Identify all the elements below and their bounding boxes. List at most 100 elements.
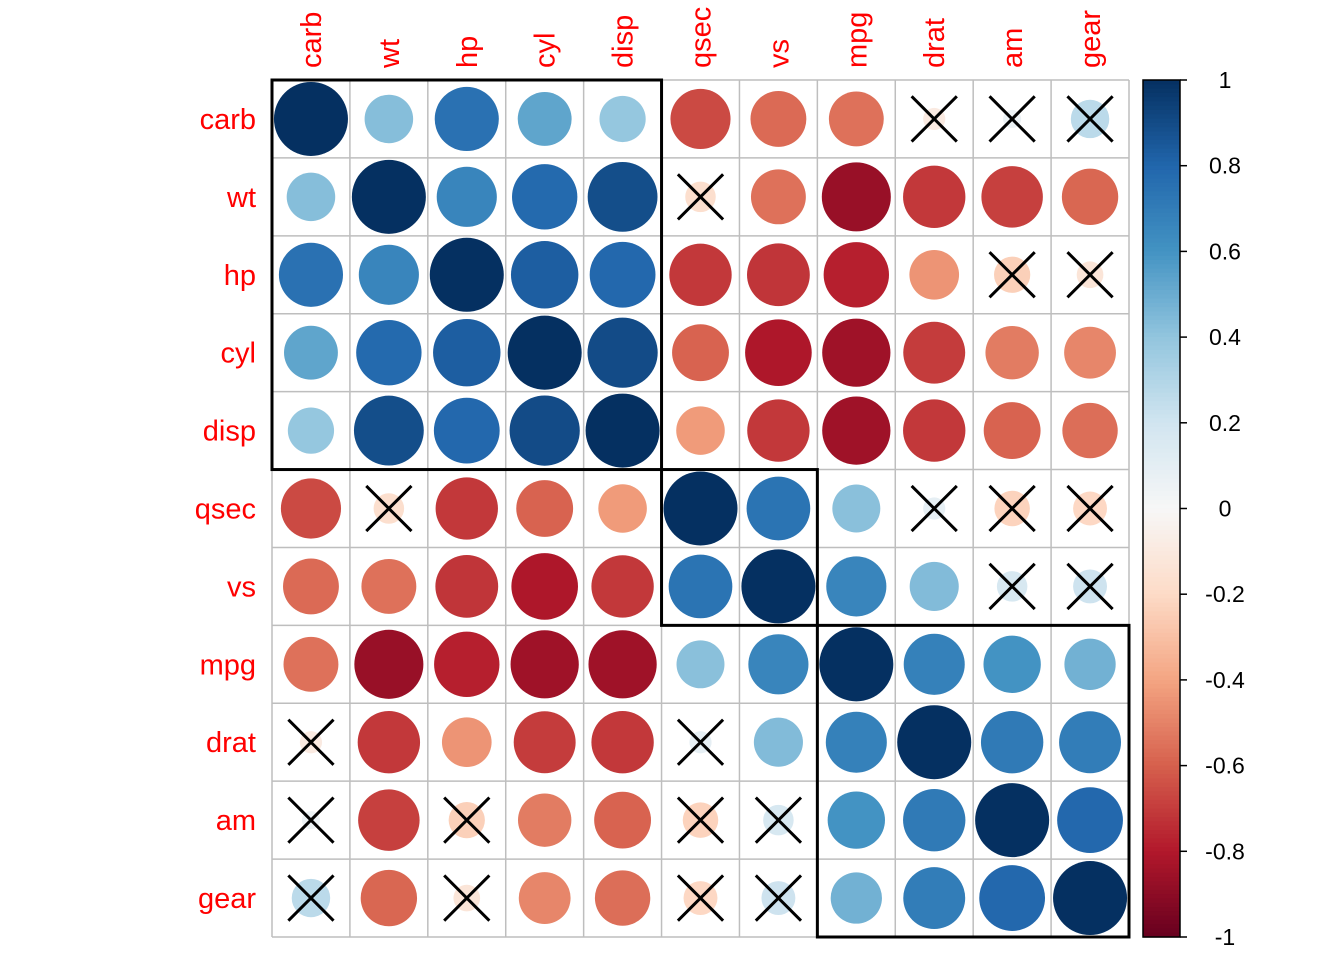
colorbar-tick-label: 0.2	[1209, 410, 1241, 436]
colorbar-segment	[1143, 851, 1180, 857]
corr-circle-drat-mpg	[825, 711, 887, 773]
colorbar-segment	[1143, 568, 1180, 574]
colorbar-segment	[1143, 607, 1180, 612]
corr-circle-disp-hp	[433, 397, 500, 464]
colorbar-segment	[1143, 551, 1180, 557]
insignificant-cross-mark	[365, 484, 413, 533]
colorbar-segment	[1143, 765, 1180, 771]
corr-circle-vs-mpg	[826, 556, 887, 617]
colorbar-segment	[1143, 598, 1180, 604]
column-label-vs: vs	[763, 39, 795, 68]
colorbar-segment	[1143, 864, 1180, 870]
colorbar-segment	[1143, 812, 1180, 818]
colorbar-segment	[1143, 701, 1180, 707]
insignificant-cross-mark	[988, 251, 1036, 299]
corr-circle-mpg-am	[983, 635, 1041, 693]
colorbar-segment	[1143, 649, 1180, 655]
corr-circle-cyl-gear	[1064, 326, 1116, 379]
colorbar-segment	[1143, 585, 1180, 591]
colorbar-segment	[1143, 264, 1180, 270]
colorbar-segment	[1143, 577, 1180, 582]
colorbar-segment	[1143, 465, 1180, 471]
colorbar-tick-label: -0.4	[1205, 667, 1245, 693]
cluster-rectangle	[815, 623, 1131, 939]
colorbar-segment	[1143, 474, 1180, 480]
column-label-cyl: cyl	[530, 33, 562, 68]
corr-circle-am-am	[975, 783, 1050, 858]
corr-circle-am-drat	[903, 788, 966, 852]
corr-circle-carb-hp	[434, 86, 499, 152]
colorbar-segment	[1143, 259, 1180, 265]
corr-circle-carb-mpg	[828, 91, 884, 147]
colorbar-segment	[1143, 671, 1180, 677]
colorbar-segment	[1143, 307, 1180, 312]
corr-circle-mpg-drat	[903, 633, 965, 695]
colorbar-segment	[1143, 855, 1180, 861]
corr-circle-carb-carb	[273, 81, 348, 156]
colorbar-segment	[1143, 919, 1180, 925]
colorbar-segment	[1143, 131, 1180, 137]
row-label-hp: hp	[224, 260, 256, 292]
colorbar-segment	[1143, 645, 1180, 651]
corr-circle-wt-carb	[286, 172, 336, 222]
colorbar-segment	[1143, 409, 1180, 415]
insignificant-cross-mark	[676, 796, 725, 844]
colorbar-segment	[1143, 148, 1180, 154]
corr-circle-gear-mpg	[830, 872, 882, 924]
colorbar-segment	[1143, 508, 1180, 514]
colorbar-segment	[1143, 328, 1180, 334]
colorbar-segment	[1143, 881, 1180, 887]
corr-circle-vs-drat	[909, 561, 959, 611]
corr-circle-gear-wt	[360, 869, 418, 927]
corr-circle-cyl-hp	[433, 318, 501, 387]
colorbar-segment	[1143, 345, 1180, 351]
insignificant-cross-mark	[676, 874, 725, 922]
colorbar-segment	[1143, 294, 1180, 300]
colorbar-segment	[1143, 439, 1180, 445]
colorbar-segment	[1143, 804, 1180, 810]
corr-circle-vs-carb	[283, 558, 339, 615]
colorbar-segment	[1143, 341, 1180, 347]
corr-circle-am-gear	[1057, 787, 1123, 854]
colorbar-segment	[1143, 547, 1180, 552]
colorbar-segment	[1143, 632, 1180, 638]
colorbar-segment	[1143, 482, 1180, 488]
colorbar-segment	[1143, 821, 1180, 827]
colorbar-segment	[1143, 744, 1180, 750]
colorbar-segment	[1143, 739, 1180, 745]
colorbar-segment	[1143, 718, 1180, 724]
insignificant-cross-mark	[754, 796, 803, 844]
colorbar-segment	[1143, 787, 1180, 792]
colorbar-segment	[1143, 628, 1180, 634]
colorbar-segment	[1143, 911, 1180, 917]
colorbar-segment	[1143, 534, 1180, 540]
corr-circle-wt-wt	[351, 159, 426, 234]
colorbar-segment	[1143, 401, 1180, 407]
corr-circle-disp-disp	[585, 393, 660, 468]
colorbar-segment	[1143, 277, 1180, 282]
colorbar-segment	[1143, 114, 1180, 120]
colorbar-segment	[1143, 487, 1180, 492]
colorbar-segment	[1143, 688, 1180, 694]
colorbar-segment	[1143, 731, 1180, 737]
insignificant-cross-mark	[754, 874, 803, 922]
corr-circle-qsec-disp	[598, 484, 647, 533]
corr-circle-drat-wt	[357, 711, 421, 774]
colorbar-segment	[1143, 795, 1180, 801]
corr-circle-cyl-cyl	[507, 315, 582, 390]
colorbar-segment	[1143, 337, 1180, 342]
colorbar-segment	[1143, 808, 1180, 814]
corr-circle-qsec-vs	[746, 476, 811, 541]
corr-circle-disp-cyl	[509, 395, 580, 466]
colorbar-segment	[1143, 289, 1180, 295]
colorbar-segment	[1143, 92, 1180, 98]
colorbar-segment	[1143, 782, 1180, 788]
colorbar-segment	[1143, 658, 1180, 664]
colorbar-segment	[1143, 174, 1180, 180]
corr-circle-vs-disp	[591, 555, 654, 618]
colorbar-segment	[1143, 251, 1180, 257]
colorbar-segment	[1143, 247, 1180, 252]
insignificant-cross-mark	[1066, 562, 1114, 611]
colorbar-segment	[1143, 187, 1180, 193]
corr-circle-hp-hp	[429, 237, 504, 312]
